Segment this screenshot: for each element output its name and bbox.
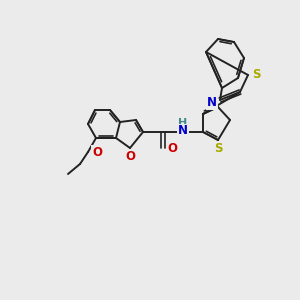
- Text: H: H: [178, 118, 188, 128]
- Text: S: S: [214, 142, 222, 155]
- Text: N: N: [178, 124, 188, 137]
- Text: O: O: [167, 142, 177, 154]
- Text: N: N: [207, 97, 217, 110]
- Text: O: O: [125, 151, 135, 164]
- Text: S: S: [252, 68, 260, 82]
- Text: O: O: [92, 146, 102, 158]
